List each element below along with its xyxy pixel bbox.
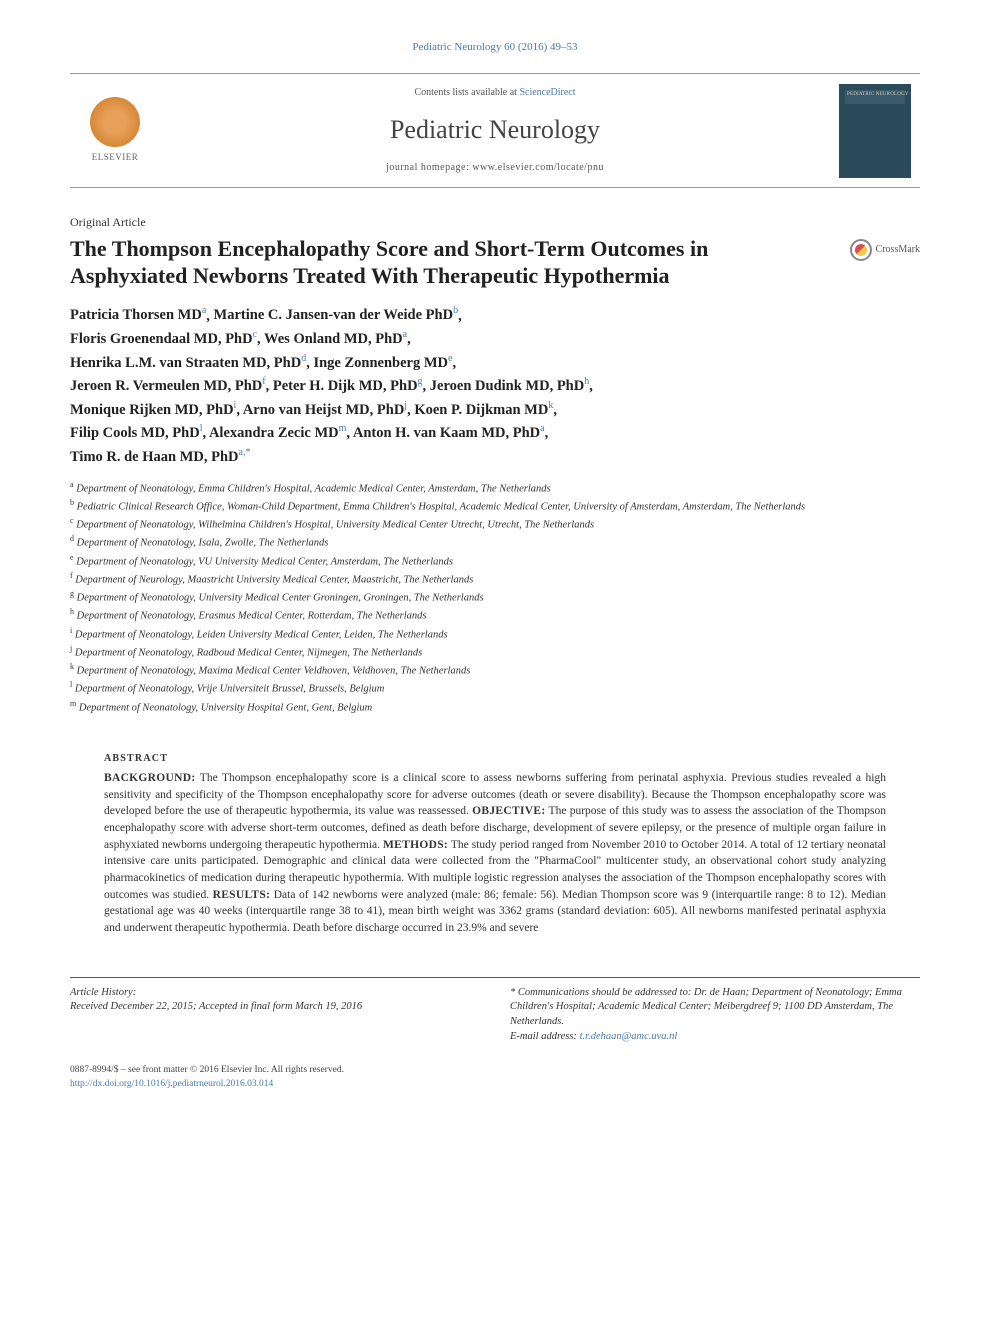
affiliation: j Department of Neonatology, Radboud Med… [70,643,920,661]
email-label: E-mail address: [510,1031,577,1042]
issn-line: 0887-8994/$ – see front matter © 2016 El… [70,1064,920,1077]
article-history: Article History: Received December 22, 2… [70,986,480,1045]
abstract-section-label: METHODS: [383,839,448,851]
crossmark-badge[interactable]: CrossMark [850,239,920,261]
journal-cover-thumb: PEDIATRIC NEUROLOGY [839,84,911,178]
correspondence-text: * Communications should be addressed to:… [510,986,920,1030]
doi-link[interactable]: http://dx.doi.org/10.1016/j.pediatrneuro… [70,1079,273,1089]
title-row: The Thompson Encephalopathy Score and Sh… [70,235,920,290]
affiliation: k Department of Neonatology, Maxima Medi… [70,661,920,679]
author: Wes Onland MD, PhDa [264,331,407,347]
page: Pediatric Neurology 60 (2016) 49–53 ELSE… [0,0,990,1121]
affiliation: m Department of Neonatology, University … [70,698,920,716]
journal-name: Pediatric Neurology [170,112,820,148]
affiliation: h Department of Neonatology, Erasmus Med… [70,606,920,624]
history-heading: Article History: [70,986,480,1001]
author: Alexandra Zecic MDm [209,425,346,441]
email-link[interactable]: t.r.dehaan@amc.uva.nl [580,1031,678,1042]
author: Floris Groenendaal MD, PhDc [70,331,257,347]
elsevier-tree-icon [90,97,140,147]
affiliation: b Pediatric Clinical Research Office, Wo… [70,497,920,515]
author: Jeroen Dudink MD, PhDh [430,378,589,394]
author: Filip Cools MD, PhDl [70,425,202,441]
abstract-section-label: OBJECTIVE: [472,805,545,817]
author-list: Patricia Thorsen MDa, Martine C. Jansen-… [70,304,920,469]
author: Monique Rijken MD, PhDi [70,402,236,418]
affiliation-list: a Department of Neonatology, Emma Childr… [70,479,920,716]
correspondence: * Communications should be addressed to:… [510,986,920,1045]
affiliation: c Department of Neonatology, Wilhelmina … [70,515,920,533]
author: Jeroen R. Vermeulen MD, PhDf [70,378,266,394]
masthead-center: Contents lists available at ScienceDirec… [160,74,830,186]
article-type: Original Article [70,214,920,231]
author: Inge Zonnenberg MDe [313,355,452,371]
cover-thumb-label: PEDIATRIC NEUROLOGY [847,91,909,98]
history-text: Received December 22, 2015; Accepted in … [70,1000,480,1015]
affiliation: a Department of Neonatology, Emma Childr… [70,479,920,497]
abstract-block: ABSTRACT BACKGROUND: The Thompson enceph… [70,752,920,937]
sciencedirect-link[interactable]: ScienceDirect [519,87,575,98]
abstract-heading: ABSTRACT [104,752,886,766]
contents-prefix: Contents lists available at [414,87,519,98]
running-head: Pediatric Neurology 60 (2016) 49–53 [70,40,920,55]
affiliation: g Department of Neonatology, University … [70,588,920,606]
footer: Article History: Received December 22, 2… [70,986,920,1045]
author: Martine C. Jansen-van der Weide PhDb [214,307,459,323]
author: Timo R. de Haan MD, PhDa,* [70,449,250,465]
author: Patricia Thorsen MDa [70,307,206,323]
journal-homepage-line: journal homepage: www.elsevier.com/locat… [170,161,820,175]
publisher-logo-block: ELSEVIER [70,74,160,186]
crossmark-label: CrossMark [876,243,920,257]
homepage-url: www.elsevier.com/locate/pnu [472,162,604,173]
publisher-label: ELSEVIER [92,151,139,164]
affiliation: i Department of Neonatology, Leiden Univ… [70,625,920,643]
abstract-section-label: RESULTS: [213,889,271,901]
cover-thumb-block: PEDIATRIC NEUROLOGY [830,74,920,186]
abstract-body: BACKGROUND: The Thompson encephalopathy … [104,770,886,937]
abstract-section-label: BACKGROUND: [104,772,195,784]
article-title: The Thompson Encephalopathy Score and Sh… [70,235,830,290]
affiliation: l Department of Neonatology, Vrije Unive… [70,679,920,697]
author: Koen P. Dijkman MDk [414,402,553,418]
author: Arno van Heijst MD, PhDj [243,402,407,418]
page-bottom: 0887-8994/$ – see front matter © 2016 El… [70,1064,920,1091]
masthead: ELSEVIER Contents lists available at Sci… [70,73,920,187]
affiliation: f Department of Neurology, Maastricht Un… [70,570,920,588]
author: Henrika L.M. van Straaten MD, PhDd [70,355,306,371]
homepage-prefix: journal homepage: [386,162,472,173]
footer-separator [70,977,920,978]
author: Peter H. Dijk MD, PhDg [273,378,423,394]
contents-lists-line: Contents lists available at ScienceDirec… [170,86,820,100]
email-line: E-mail address: t.r.dehaan@amc.uva.nl [510,1030,920,1045]
author: Anton H. van Kaam MD, PhDa [353,425,545,441]
crossmark-icon [850,239,872,261]
affiliation: e Department of Neonatology, VU Universi… [70,552,920,570]
affiliation: d Department of Neonatology, Isala, Zwol… [70,533,920,551]
